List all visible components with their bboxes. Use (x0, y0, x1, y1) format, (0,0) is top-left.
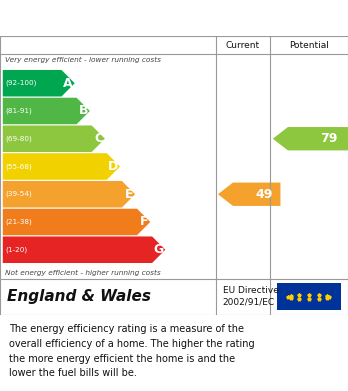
Text: (39-54): (39-54) (5, 191, 32, 197)
Polygon shape (3, 153, 120, 180)
Text: E: E (125, 188, 133, 201)
Text: G: G (153, 243, 164, 256)
Text: B: B (79, 104, 88, 117)
Text: F: F (140, 215, 149, 228)
Polygon shape (3, 98, 90, 124)
Text: Current: Current (226, 41, 260, 50)
Polygon shape (273, 127, 348, 151)
Text: Very energy efficient - lower running costs: Very energy efficient - lower running co… (5, 57, 161, 63)
Text: C: C (94, 132, 103, 145)
Polygon shape (218, 183, 280, 206)
Text: The energy efficiency rating is a measure of the
overall efficiency of a home. T: The energy efficiency rating is a measur… (9, 324, 254, 378)
Text: (92-100): (92-100) (5, 80, 37, 86)
Text: Not energy efficient - higher running costs: Not energy efficient - higher running co… (5, 270, 161, 276)
Polygon shape (3, 209, 150, 235)
Text: (55-68): (55-68) (5, 163, 32, 170)
Text: EU Directive
2002/91/EC: EU Directive 2002/91/EC (223, 286, 279, 307)
Polygon shape (3, 181, 135, 208)
Text: D: D (108, 160, 118, 173)
Text: Potential: Potential (289, 41, 329, 50)
Bar (277, 283, 341, 310)
Polygon shape (3, 126, 105, 152)
Polygon shape (3, 237, 165, 263)
Text: England & Wales: England & Wales (7, 289, 151, 304)
Text: (81-91): (81-91) (5, 108, 32, 114)
Text: Energy Efficiency Rating: Energy Efficiency Rating (9, 11, 230, 25)
Text: (69-80): (69-80) (5, 136, 32, 142)
Text: (21-38): (21-38) (5, 219, 32, 225)
Text: (1-20): (1-20) (5, 246, 27, 253)
Text: 79: 79 (320, 132, 338, 145)
Polygon shape (3, 70, 75, 97)
Text: 49: 49 (255, 188, 273, 201)
Text: A: A (63, 77, 73, 90)
